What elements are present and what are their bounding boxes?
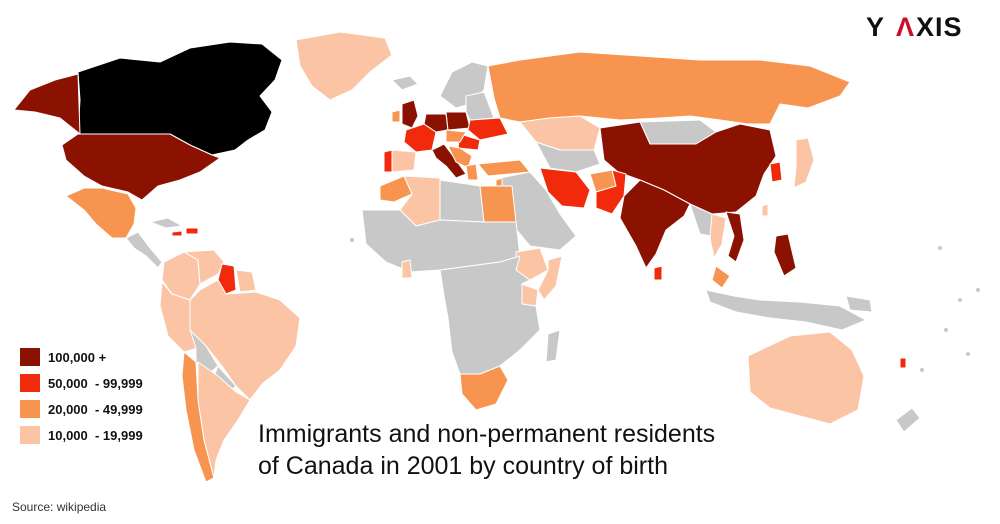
- legend-swatch: [20, 400, 40, 418]
- region-vietnam: [725, 211, 745, 263]
- region-argentina: [197, 361, 251, 479]
- region-poland: [445, 111, 471, 131]
- region-guyana: [217, 263, 237, 295]
- region-romania: [457, 133, 481, 151]
- region-malaysia: [711, 265, 731, 289]
- region-new-zealand: [895, 407, 921, 433]
- region-china: [599, 121, 777, 215]
- region-sri-lanka: [653, 265, 663, 281]
- map-title-line-1: Immigrants and non-permanent residents: [258, 420, 716, 448]
- legend-item: 100,000 +: [20, 346, 143, 368]
- logo-letter-y: Y: [866, 12, 886, 42]
- region-south-africa: [459, 365, 509, 411]
- region-egypt: [479, 185, 517, 223]
- legend-label: 10,000 - 19,999: [48, 427, 143, 443]
- region-iran: [539, 167, 591, 209]
- region-central-america: [125, 231, 163, 269]
- region-cuba: [149, 217, 183, 229]
- region-ireland: [391, 109, 401, 123]
- region-haiti: [185, 227, 199, 235]
- region-iceland: [391, 75, 419, 91]
- region-central-africa: [439, 255, 541, 375]
- source-credit: Source: wikipedia: [12, 500, 107, 514]
- legend-label: 100,000 +: [48, 349, 107, 365]
- region-fiji: [899, 357, 907, 369]
- island-dot: [944, 328, 948, 332]
- island-dot: [976, 288, 980, 292]
- region-mexico: [65, 187, 137, 239]
- region-thailand: [709, 213, 727, 259]
- logo-letter-a: Λ: [896, 12, 916, 42]
- region-germany: [423, 113, 449, 133]
- island-dot: [958, 298, 962, 302]
- region-indonesia: [705, 289, 867, 331]
- legend-label: 20,000 - 49,999: [48, 401, 143, 417]
- y-axis-logo: Y Λ XIS: [866, 12, 963, 43]
- region-usa: [61, 133, 221, 201]
- legend-swatch: [20, 374, 40, 392]
- region-madagascar: [545, 329, 561, 363]
- logo-letters-xis: XIS: [916, 12, 963, 42]
- region-india: [619, 179, 691, 269]
- region-venezuela: [183, 249, 225, 285]
- legend-label: 50,000 - 99,999: [48, 375, 143, 391]
- region-pakistan: [595, 169, 627, 215]
- region-ukraine: [467, 117, 509, 141]
- region-somalia: [537, 255, 563, 301]
- region-kazakhstan: [519, 115, 601, 151]
- region-suriname: [235, 269, 257, 293]
- region-hungary: [445, 129, 467, 143]
- region-png: [845, 295, 873, 313]
- region-korea: [769, 161, 783, 183]
- region-ghana: [401, 259, 413, 279]
- region-morocco: [379, 175, 413, 203]
- region-kenya: [521, 283, 539, 307]
- region-central-asia: [535, 141, 601, 173]
- region-libya: [439, 179, 485, 223]
- region-philippines: [773, 233, 797, 277]
- island-dot: [938, 246, 942, 250]
- region-australia: [747, 331, 865, 425]
- region-japan: [793, 137, 815, 189]
- region-greenland: [295, 31, 393, 101]
- region-baltics: [465, 91, 495, 121]
- map-title-line-2: of Canada in 2001 by country of birth: [258, 452, 668, 480]
- legend-item: 50,000 - 99,999: [20, 372, 143, 394]
- region-jamaica: [171, 230, 183, 237]
- region-taiwan: [761, 203, 769, 217]
- region-portugal: [383, 149, 393, 173]
- region-balkans: [447, 145, 473, 169]
- region-italy: [431, 143, 467, 179]
- map-legend: 100,000 + 50,000 - 99,999 20,000 - 49,99…: [20, 346, 143, 450]
- island-dot: [350, 238, 354, 242]
- region-spain: [391, 149, 417, 173]
- map-title: Immigrants and non-permanent residents o…: [258, 418, 818, 482]
- region-russia: [487, 51, 851, 125]
- legend-item: 10,000 - 19,999: [20, 424, 143, 446]
- island-dot: [920, 368, 924, 372]
- legend-item: 20,000 - 49,999: [20, 398, 143, 420]
- region-uk: [401, 99, 419, 129]
- island-dot: [966, 352, 970, 356]
- region-alaska: [13, 73, 81, 135]
- region-greece: [465, 163, 479, 181]
- legend-swatch: [20, 348, 40, 366]
- legend-swatch: [20, 426, 40, 444]
